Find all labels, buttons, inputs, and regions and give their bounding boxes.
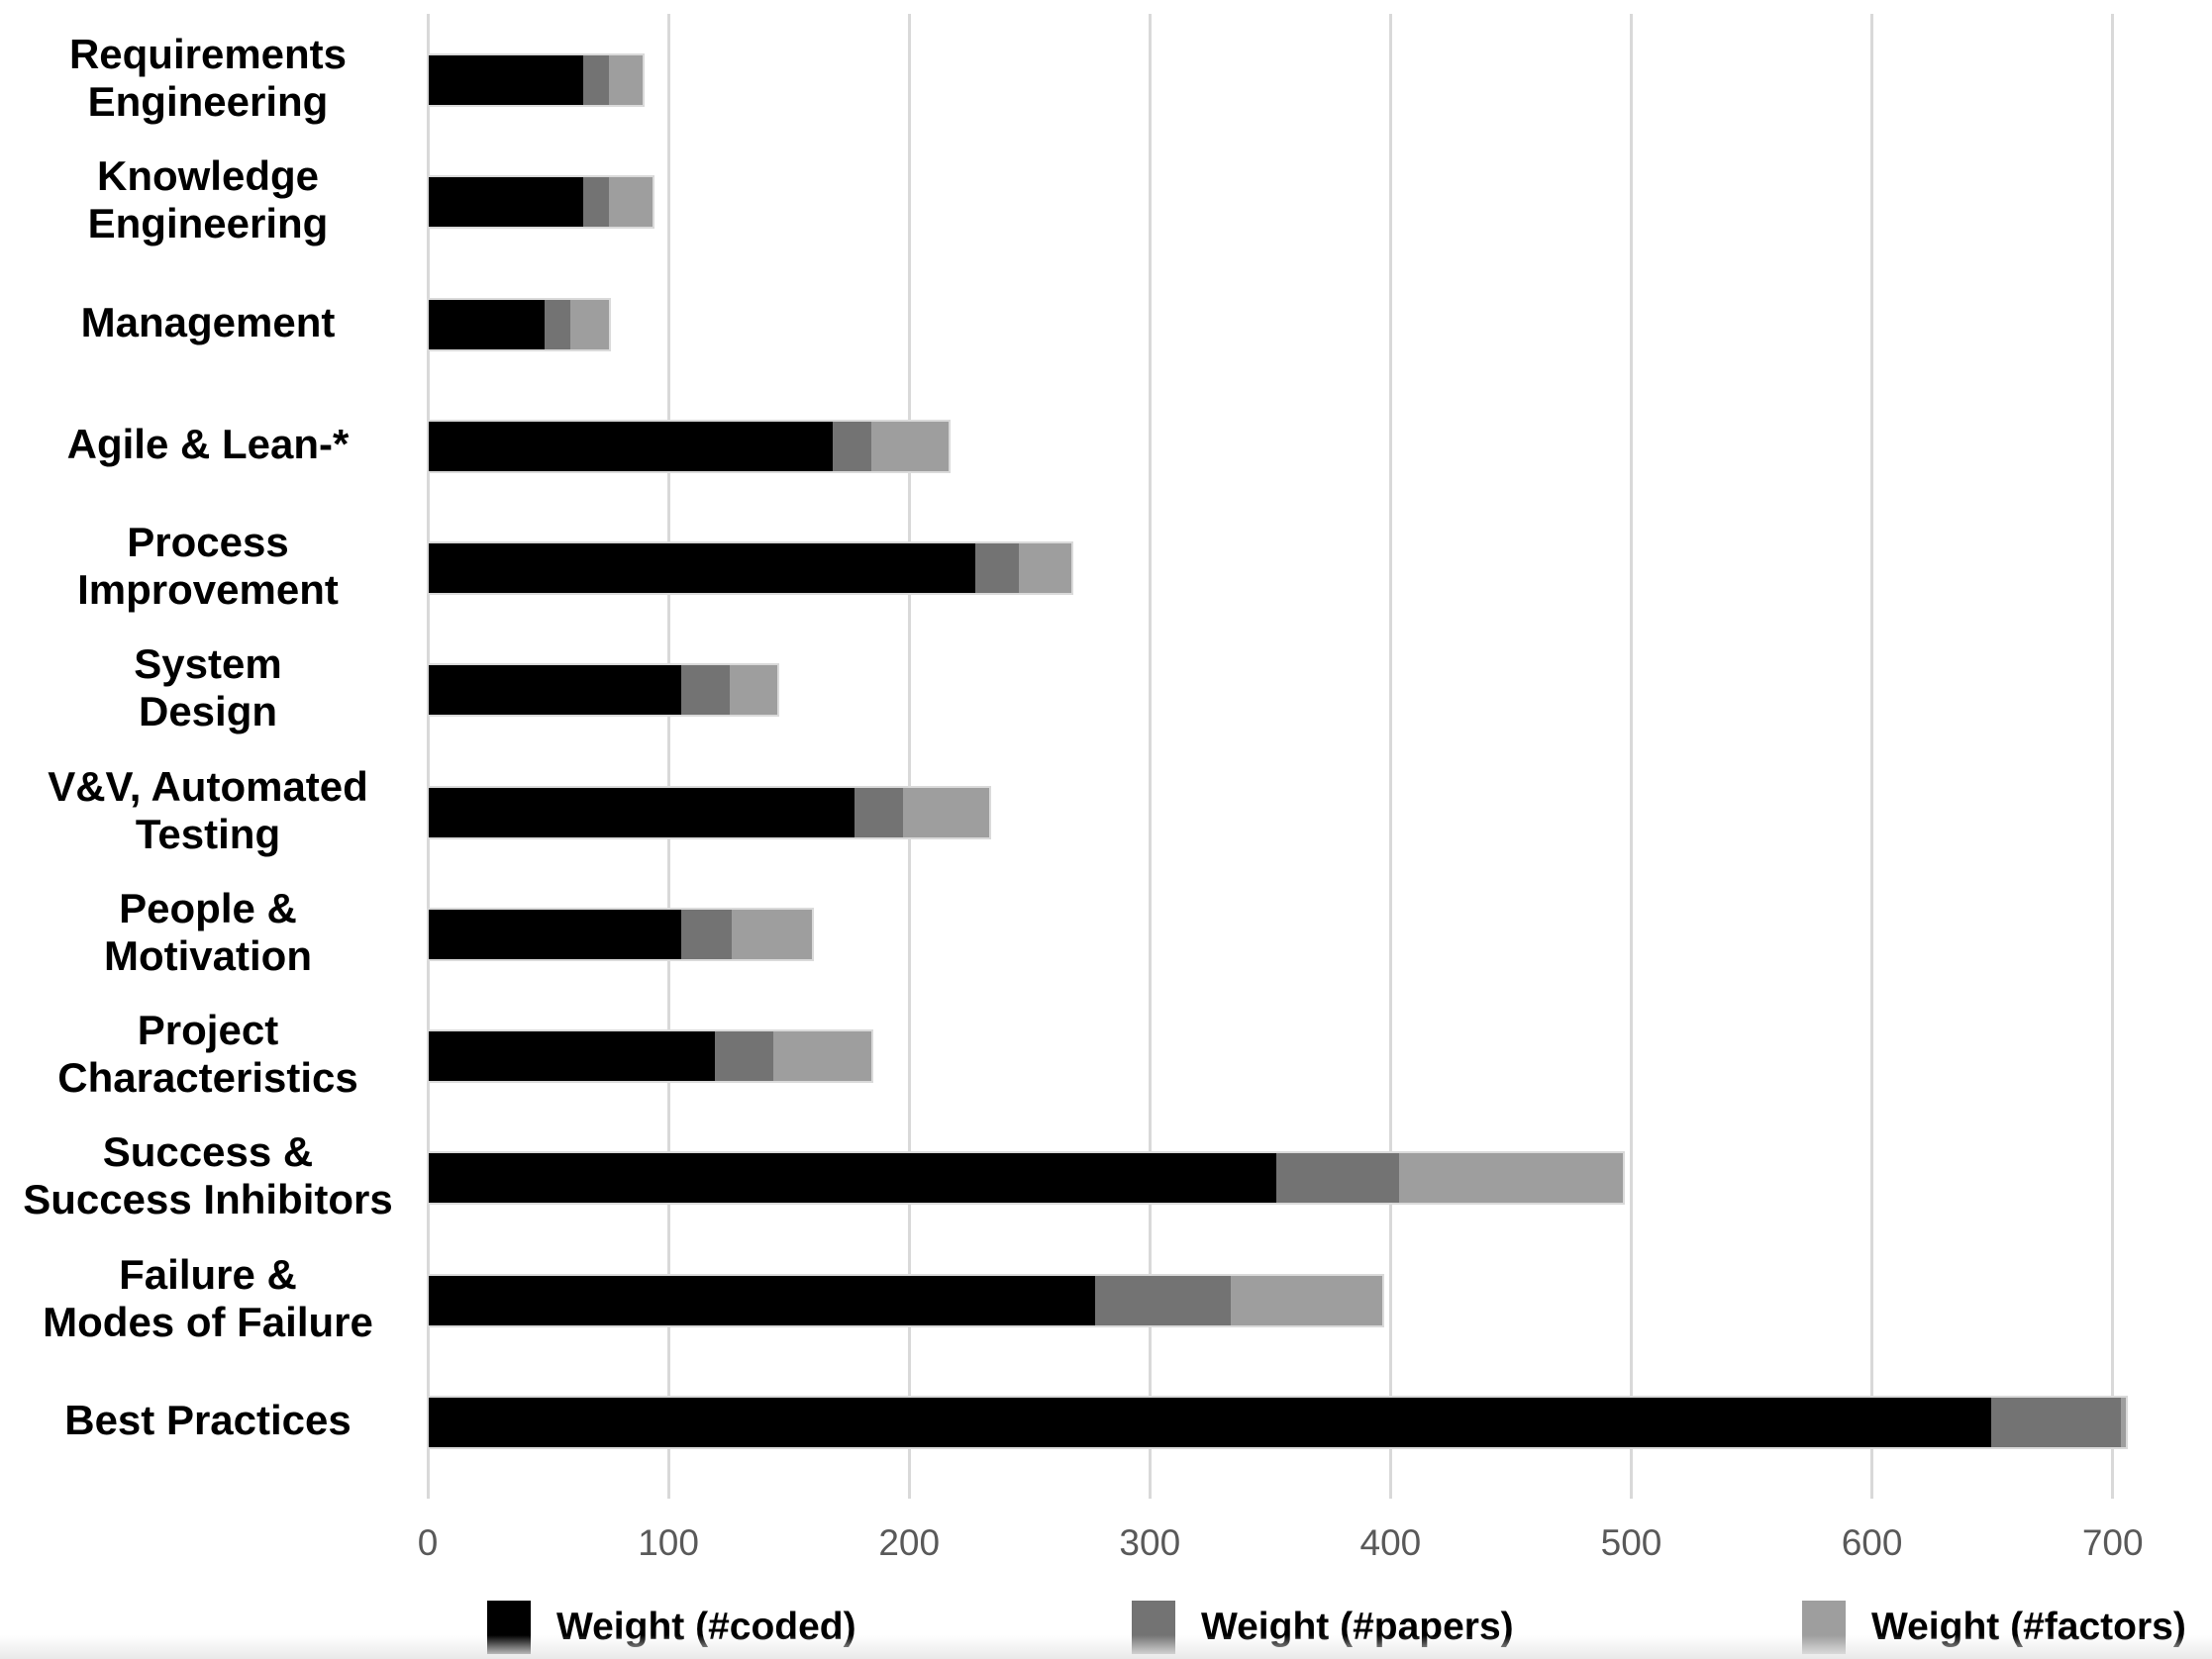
category-label: Failure & Modes of Failure (0, 1251, 416, 1346)
bar-segment-weight-factors (729, 665, 778, 716)
stacked-bar-row (427, 175, 655, 230)
category-label-line: Process (127, 519, 289, 566)
bar-segment-weight-coded (429, 421, 834, 471)
stacked-bar-row (427, 541, 1074, 596)
category-label-line: Improvement (77, 566, 339, 614)
bar-segment-weight-factors (2120, 1397, 2126, 1447)
bar-segment-weight-factors (570, 299, 610, 349)
bar-segment-weight-papers (855, 787, 903, 837)
gridline-x-0 (426, 14, 430, 1499)
category-label-line: Success Inhibitors (23, 1176, 393, 1223)
stacked-bar-row (427, 1273, 1384, 1327)
category-label-line: Knowledge (96, 152, 319, 200)
bar-segment-weight-papers (1990, 1397, 2121, 1447)
category-label-line: Characteristics (57, 1054, 358, 1102)
stacked-bar-row (427, 419, 952, 473)
category-label: Success & Success Inhibitors (0, 1128, 416, 1223)
gridline-x-100 (666, 14, 670, 1499)
bar-segment-weight-papers (582, 55, 610, 105)
category-label-line: Engineering (87, 200, 329, 247)
bar-segment-weight-papers (974, 543, 1019, 594)
category-label: System Design (0, 640, 416, 735)
category-label-line: System (134, 640, 282, 688)
category-label-line: Best Practices (64, 1396, 352, 1443)
category-label-line: Agile & Lean-* (66, 420, 350, 467)
category-label-line: Requirements (68, 31, 348, 77)
bar-segment-weight-coded (429, 543, 975, 594)
category-label: V&V, Automated Testing (0, 763, 416, 858)
category-label-line: Project (137, 1007, 279, 1054)
stacked-bar-row (427, 297, 612, 351)
stacked-bar-row (427, 1151, 1625, 1206)
bar-segment-weight-papers (681, 665, 730, 716)
category-label: Knowledge Engineering (0, 152, 416, 247)
category-label-line: Engineering (87, 78, 329, 125)
category-label-line: Modes of Failure (43, 1298, 373, 1345)
bar-segment-weight-coded (429, 787, 855, 837)
category-label: Management (0, 299, 416, 346)
category-label: Agile & Lean-* (0, 421, 416, 468)
category-label-line: Design (138, 688, 278, 735)
bar-segment-weight-coded (429, 1275, 1096, 1325)
category-label-line: V&V, Automated (48, 762, 368, 810)
category-label: Process Improvement (0, 519, 416, 614)
bar-segment-weight-coded (429, 1031, 716, 1082)
bar-segment-weight-papers (582, 177, 610, 228)
bar-segment-weight-factors (1018, 543, 1072, 594)
bar-segment-weight-factors (1398, 1153, 1623, 1204)
bar-segment-weight-papers (833, 421, 872, 471)
x-tick-label-700: 700 (2081, 1522, 2144, 1563)
bar-segment-weight-coded (429, 909, 682, 959)
stacked-bar-row (427, 1029, 874, 1084)
bar-segment-weight-factors (609, 177, 654, 228)
x-tick-label-100: 100 (638, 1522, 699, 1563)
bar-segment-weight-coded (429, 55, 583, 105)
bar-segment-weight-coded (429, 1153, 1276, 1204)
category-label: Best Practices (0, 1397, 416, 1444)
x-tick-label-200: 200 (878, 1522, 941, 1563)
bottom-edge-strip (0, 1635, 2212, 1659)
stacked-bar-row (427, 53, 646, 107)
category-label-line: Failure & (119, 1250, 297, 1298)
x-tick-label-400: 400 (1359, 1522, 1422, 1563)
category-label-line: Success & (102, 1128, 314, 1176)
category-label-line: Management (80, 298, 336, 345)
x-tick-label-300: 300 (1119, 1522, 1181, 1563)
bar-segment-weight-coded (429, 1397, 1991, 1447)
x-tick-label-500: 500 (1600, 1522, 1662, 1563)
x-tick-label-0: 0 (417, 1522, 439, 1563)
gridline-x-500 (1630, 14, 1633, 1499)
category-label-line: People & (119, 884, 297, 931)
bar-segment-weight-factors (772, 1031, 872, 1082)
category-label-line: Testing (135, 810, 281, 857)
bar-segment-weight-factors (1230, 1275, 1382, 1325)
bar-segment-weight-factors (902, 787, 990, 837)
category-label: Project Characteristics (0, 1007, 416, 1102)
bar-segment-weight-coded (429, 177, 583, 228)
bar-segment-weight-factors (732, 909, 812, 959)
gridline-x-700 (2111, 14, 2115, 1499)
bar-segment-weight-factors (609, 55, 644, 105)
bar-segment-weight-papers (1095, 1275, 1231, 1325)
bar-segment-weight-coded (429, 665, 682, 716)
category-label: Requirements Engineering (0, 31, 416, 126)
bar-segment-weight-papers (681, 909, 733, 959)
stacked-bar-row (427, 785, 992, 839)
bar-segment-weight-coded (429, 299, 545, 349)
category-label-line: Motivation (104, 931, 312, 979)
bar-segment-weight-papers (544, 299, 571, 349)
stacked-bar-row (427, 1395, 2128, 1449)
bar-segment-weight-papers (715, 1031, 773, 1082)
gridline-x-200 (907, 14, 911, 1499)
stacked-bar-row (427, 907, 814, 961)
bar-segment-weight-papers (1275, 1153, 1399, 1204)
x-tick-label-600: 600 (1841, 1522, 1903, 1563)
gridline-x-400 (1388, 14, 1392, 1499)
category-label: People & Motivation (0, 885, 416, 980)
gridline-x-600 (1870, 14, 1874, 1499)
gridline-x-300 (1148, 14, 1152, 1499)
stacked-bar-row (427, 663, 780, 718)
bar-segment-weight-factors (871, 421, 950, 471)
